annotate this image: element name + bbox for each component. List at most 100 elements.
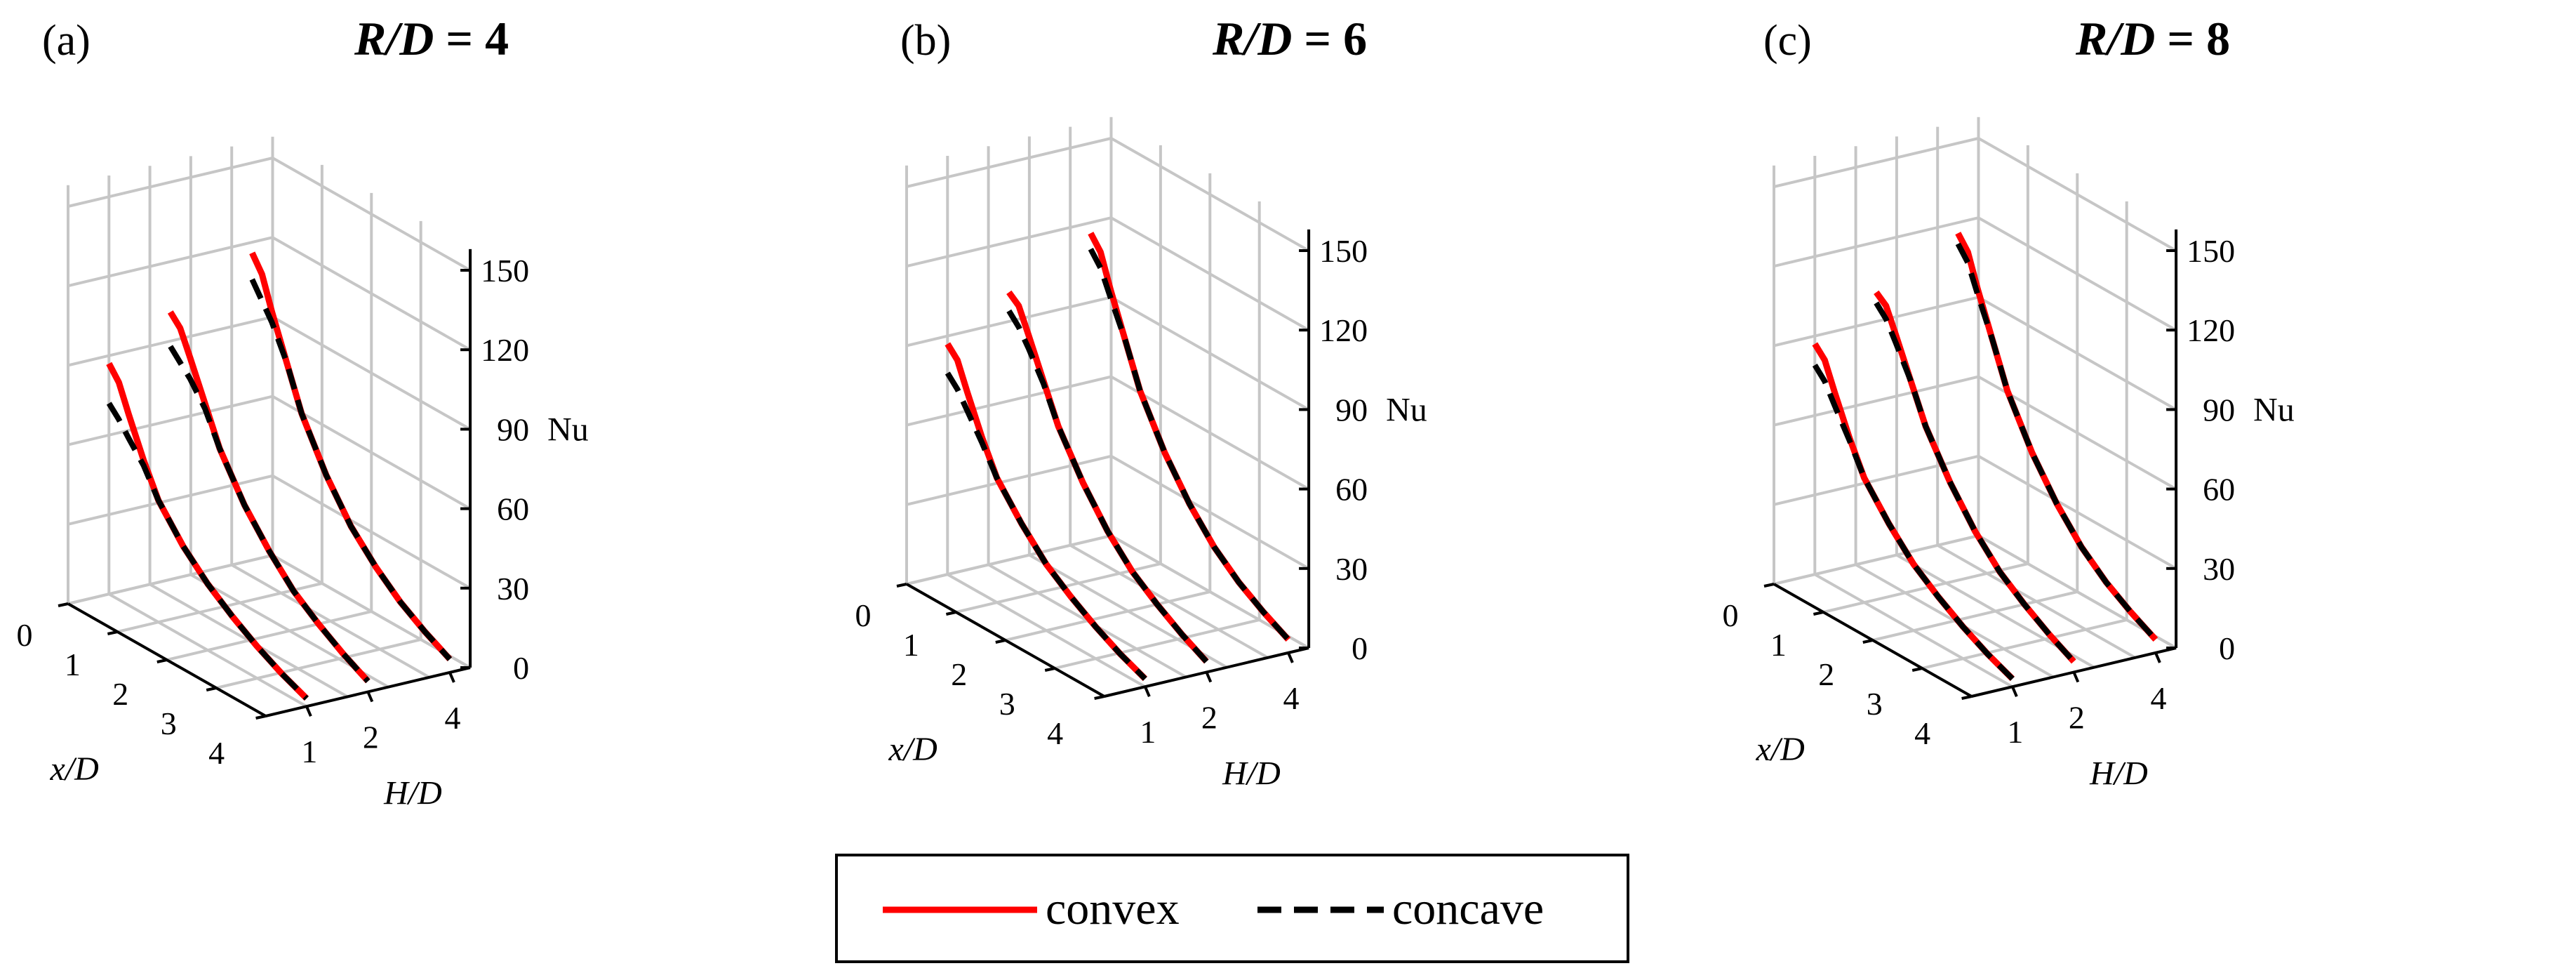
h-tick-label: 2	[1201, 700, 1217, 736]
floor-gridline	[116, 582, 323, 633]
panel-title: R/D = 6	[1212, 12, 1367, 65]
x-tick-label: 0	[1723, 597, 1739, 633]
back-wall-gridline	[67, 395, 273, 446]
z-tick-label: 150	[1319, 233, 1368, 269]
z-tick-label: 0	[513, 650, 529, 686]
concave-curve-hd-1	[1812, 364, 2015, 681]
z-tick-label: 60	[1335, 472, 1368, 508]
back-wall-gridline	[906, 375, 1112, 427]
concave-curve-hd-2	[1874, 301, 2076, 664]
x-tick-label: 4	[208, 735, 225, 771]
legend: convex concave	[835, 854, 1629, 963]
h-tick-label: 1	[1140, 714, 1156, 750]
x-tick-mark	[1763, 583, 1775, 588]
convex-curve-hd-4	[1088, 232, 1291, 642]
side-wall-gridline	[1977, 137, 2177, 252]
back-wall-gridline	[1773, 296, 1979, 347]
h-tick-label: 4	[1283, 680, 1299, 716]
floor-gridline	[1872, 590, 2078, 642]
x-tick-mark	[255, 715, 267, 720]
side-wall-gridline	[272, 475, 472, 590]
legend-convex-label: convex	[1046, 883, 1180, 934]
h-axis-title: H/D	[2089, 755, 2148, 792]
z-axis-title: Nu	[2253, 391, 2295, 428]
h-tick-label: 2	[363, 720, 379, 755]
z-tick-label: 30	[497, 571, 529, 607]
x-axis-title: x/D	[1756, 731, 1805, 768]
side-wall-gridline	[1977, 216, 2177, 331]
side-wall-gridline	[1110, 296, 1310, 411]
floor-gridline	[166, 610, 372, 661]
h-tick-label: 4	[2150, 680, 2166, 716]
panel-title-variable: R/D	[354, 12, 434, 65]
floor-gridline	[1069, 544, 1269, 659]
x-tick-mark	[58, 602, 69, 607]
floor-gridline	[1937, 544, 2136, 659]
panel-title-value: = 6	[1292, 12, 1367, 65]
z-axis-title: Nu	[1386, 391, 1427, 428]
back-wall-gridline	[1773, 375, 1979, 427]
z-tick-label: 90	[2203, 392, 2235, 428]
x-tick-label: 3	[1867, 686, 1883, 722]
h-tick-mark	[366, 691, 374, 703]
floor-gridline	[108, 592, 307, 708]
x-tick-mark	[107, 630, 118, 635]
x-tick-mark	[896, 583, 907, 588]
z-tick-label: 120	[1319, 312, 1368, 348]
z-tick-label: 30	[1335, 551, 1368, 587]
z-tick-label: 60	[2203, 472, 2235, 508]
back-wall-gridline	[67, 236, 273, 288]
z-tick-label: 120	[481, 332, 529, 368]
x-tick-mark	[206, 687, 217, 691]
x-axis-title: x/D	[50, 750, 99, 788]
z-tick-label: 60	[497, 491, 529, 527]
x-tick-label: 4	[1914, 715, 1930, 751]
h-tick-mark	[2072, 671, 2080, 683]
x-tick-label: 0	[855, 597, 872, 633]
concave-curve-hd-2	[1006, 309, 1209, 664]
x-tick-label: 0	[17, 617, 33, 653]
panel-title-variable: R/D	[2075, 12, 2155, 65]
concave-curve-hd-4	[249, 278, 452, 661]
h-tick-mark	[1287, 652, 1294, 663]
h-axis-title: H/D	[383, 774, 442, 812]
back-wall-gridline	[906, 216, 1112, 268]
side-wall-gridline	[1110, 455, 1310, 570]
floor-gridline	[1054, 618, 1260, 670]
x-tick-mark	[945, 611, 956, 616]
side-wall-gridline	[1977, 455, 2177, 570]
floor-gridline	[231, 564, 430, 679]
h-tick-label: 1	[2007, 714, 2023, 750]
panel-title-variable: R/D	[1212, 12, 1292, 65]
floor-gridline	[947, 573, 1146, 688]
floor-gridline	[1814, 573, 2013, 688]
side-wall-gridline	[1110, 216, 1310, 331]
x-tick-label: 2	[1818, 656, 1834, 692]
floor-gridline	[1822, 562, 2029, 614]
back-wall-gridline	[1773, 137, 1979, 188]
back-wall-gridline	[67, 315, 273, 367]
x-tick-label: 1	[1770, 627, 1787, 663]
z-tick-label: 150	[2187, 233, 2235, 269]
h-tick-mark	[448, 672, 455, 683]
x-tick-mark	[1961, 695, 1973, 700]
concave-curve-hd-4	[1955, 242, 2158, 642]
side-wall-gridline	[272, 315, 472, 431]
x-tick-label: 2	[112, 676, 128, 712]
panel-label: (a)	[42, 17, 91, 65]
z-tick-label: 0	[1352, 630, 1368, 666]
floor-gridline	[906, 534, 1112, 585]
panel-title-value: = 8	[2155, 12, 2230, 65]
x-tick-mark	[995, 639, 1006, 644]
h-tick-mark	[2011, 686, 2018, 697]
z-tick-label: 150	[481, 253, 529, 289]
concave-curve-hd-4	[1088, 247, 1290, 642]
z-tick-label: 90	[497, 411, 529, 447]
side-wall-gridline	[1110, 137, 1310, 252]
z-tick-label: 30	[2203, 551, 2235, 587]
h-tick-label: 2	[2069, 700, 2085, 736]
panel-title: R/D = 8	[2075, 12, 2230, 65]
